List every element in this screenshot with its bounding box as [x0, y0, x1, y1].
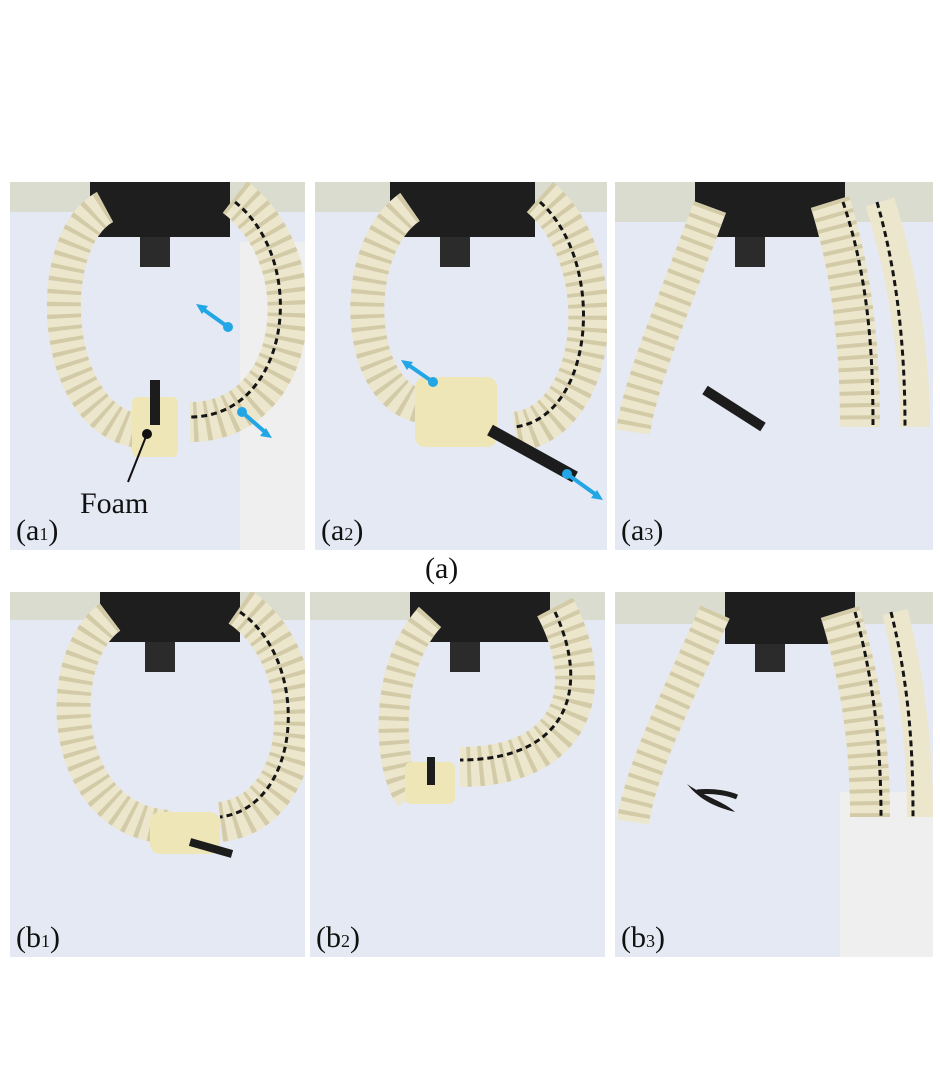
panel-label-b2: (b2) [316, 921, 360, 954]
panel-label-a2: (a2) [321, 514, 364, 547]
panel-b1: (b1) [10, 592, 305, 957]
panel-label-b3: (b3) [621, 921, 665, 954]
photo-a2 [315, 182, 607, 550]
panel-b2: (b2) [310, 592, 605, 957]
panel-b3: (b3) [615, 592, 933, 957]
panel-label-a3: (a3) [621, 514, 664, 547]
photo-b3 [615, 592, 933, 957]
panel-label-a1: (a1) [16, 514, 59, 547]
panel-a1: Foam (a1) [10, 182, 305, 550]
photo-b1 [10, 592, 305, 957]
foam-annotation: Foam [80, 487, 149, 520]
panel-a2: (a2) [315, 182, 607, 550]
photo-a1 [10, 182, 305, 550]
panel-a3: (a3) [615, 182, 933, 550]
photo-a3 [615, 182, 933, 550]
panel-label-b1: (b1) [16, 921, 60, 954]
group-label-a: (a) [425, 552, 459, 585]
photo-b2 [310, 592, 605, 957]
